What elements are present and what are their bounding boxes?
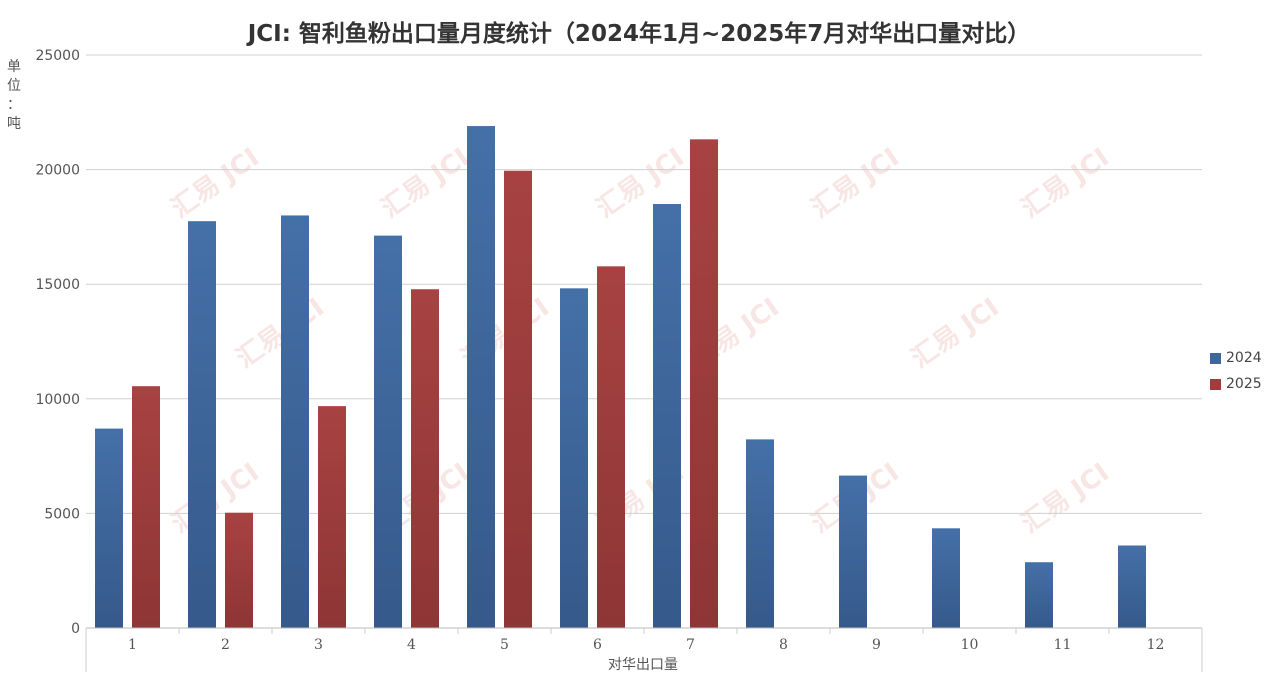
y-tick-label: 0: [71, 621, 80, 637]
y-tick-label: 5000: [44, 506, 80, 522]
x-tick-label: 10: [961, 637, 979, 653]
x-axis-label: 对华出口量: [608, 657, 678, 673]
bar-2024-10: [932, 528, 960, 628]
bar-2024-2: [188, 221, 216, 629]
legend-label-2024: 2024: [1226, 350, 1262, 366]
watermark-text: 汇易 JCI: [806, 143, 905, 225]
watermark: 汇易 JCI: [1016, 458, 1115, 540]
legend-swatch-2024: [1210, 352, 1221, 364]
bar-2025-6: [597, 266, 625, 628]
bar-2024-6: [560, 288, 588, 628]
y-tick-label: 20000: [35, 163, 80, 179]
watermark-text: 汇易 JCI: [231, 293, 330, 375]
bar-2025-1: [132, 386, 160, 628]
x-tick-label: 8: [779, 637, 788, 653]
bar-2024-11: [1025, 562, 1053, 628]
legend-swatch-2025: [1210, 378, 1221, 390]
watermark-text: 汇易 JCI: [376, 143, 475, 225]
watermark-text: 汇易 JCI: [166, 143, 265, 225]
watermark: 汇易 JCI: [166, 143, 265, 225]
x-tick-label: 6: [593, 637, 602, 653]
bar-2024-3: [281, 215, 309, 628]
bar-2024-8: [746, 439, 774, 628]
watermark: 汇易 JCI: [1016, 143, 1115, 225]
watermark: 汇易 JCI: [231, 293, 330, 375]
y-tick-label: 15000: [35, 277, 80, 293]
x-tick-label: 4: [407, 637, 416, 653]
bar-2024-9: [839, 475, 867, 628]
chart-title: JCI: 智利鱼粉出口量月度统计（2024年1月~2025年7月对华出口量对比）: [247, 21, 1031, 47]
bar-2025-5: [504, 170, 532, 628]
bar-2024-7: [653, 203, 681, 629]
x-tick-label: 2: [221, 637, 230, 653]
watermark-text: 汇易 JCI: [1016, 458, 1115, 540]
bar-2024-4: [374, 235, 402, 628]
x-tick-label: 9: [872, 637, 881, 653]
x-tick-label: 11: [1054, 637, 1072, 653]
bar-2024-12: [1118, 545, 1146, 628]
legend[interactable]: 2024 2025: [1210, 345, 1262, 397]
watermark-text: 汇易 JCI: [1016, 143, 1115, 225]
bar-2025-4: [411, 289, 439, 628]
bars-layer: [95, 126, 1146, 629]
bar-2024-5: [467, 126, 495, 628]
bar-2024-1: [95, 428, 123, 628]
legend-item-2024[interactable]: 2024: [1210, 345, 1262, 371]
y-tick-label: 25000: [35, 48, 80, 64]
y-tick-label: 10000: [35, 392, 80, 408]
watermark-text: 汇易 JCI: [906, 293, 1005, 375]
y-axis-unit-label: 单 位 ： 吨: [7, 59, 21, 132]
watermark: 汇易 JCI: [906, 293, 1005, 375]
legend-item-2025[interactable]: 2025: [1210, 371, 1262, 397]
x-tick-label: 1: [128, 637, 137, 653]
bar-2025-7: [690, 139, 718, 629]
watermark: 汇易 JCI: [806, 143, 905, 225]
watermark: 汇易 JCI: [376, 143, 475, 225]
x-tick-label: 7: [686, 637, 695, 653]
x-tick-label: 12: [1147, 637, 1165, 653]
x-tick-label: 3: [314, 637, 323, 653]
bar-2025-2: [225, 512, 253, 628]
x-tick-label: 5: [500, 637, 509, 653]
bar-2025-3: [318, 406, 346, 628]
legend-label-2025: 2025: [1226, 376, 1262, 392]
